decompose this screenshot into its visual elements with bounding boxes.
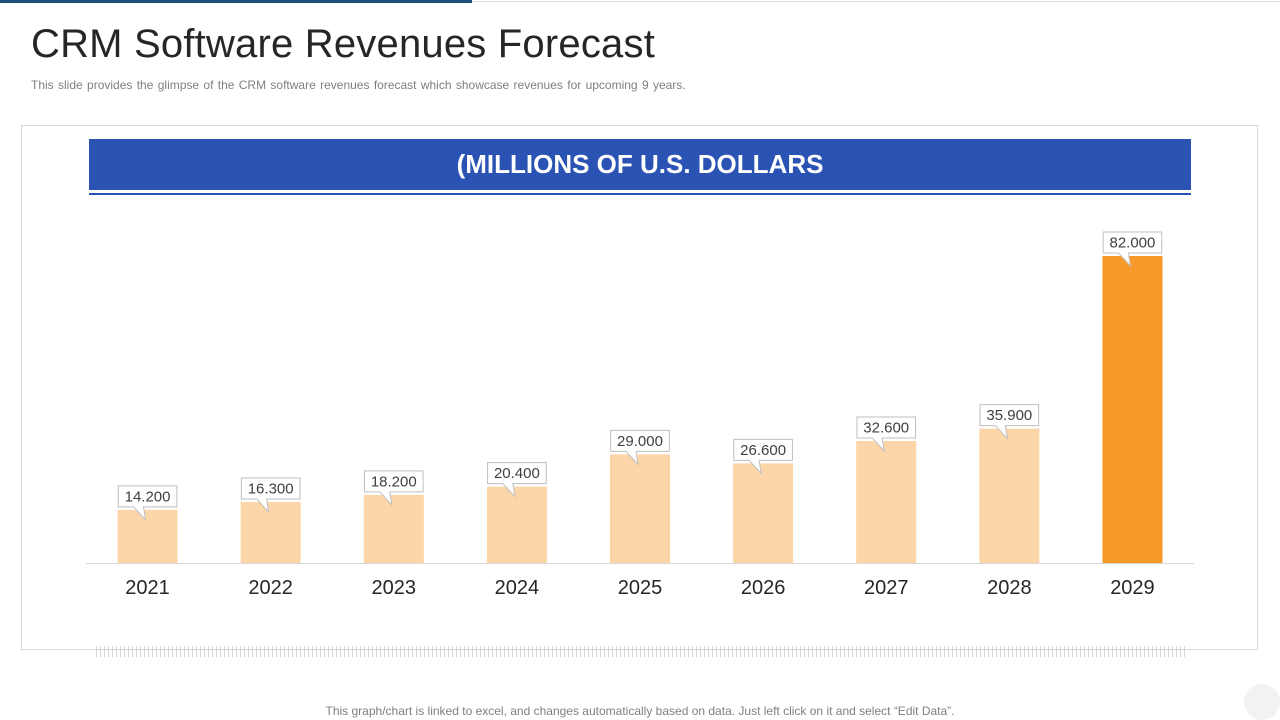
data-label-2025: 29.000 xyxy=(610,429,670,466)
data-label-2023: 18.200 xyxy=(363,470,424,507)
x-tick-2022: 2022 xyxy=(248,577,293,599)
bar-2026[interactable] xyxy=(733,463,794,563)
data-label-2029: 82.000 xyxy=(1102,231,1163,268)
data-label-2027: 32.600 xyxy=(856,416,917,453)
data-label-2026: 26.600 xyxy=(733,438,793,475)
x-tick-2023: 2023 xyxy=(372,577,417,599)
svg-text:35.900: 35.900 xyxy=(986,407,1032,424)
svg-text:14.200: 14.200 xyxy=(125,488,171,505)
bar-2024[interactable] xyxy=(486,486,547,563)
x-tick-2027: 2027 xyxy=(864,577,909,599)
bar-2027[interactable] xyxy=(856,440,917,563)
data-label-2021: 14.200 xyxy=(117,485,178,522)
page-subtitle: This slide provides the glimpse of the C… xyxy=(31,78,686,92)
chart-title: (MILLIONS OF U.S. DOLLARS xyxy=(456,149,824,179)
data-label-2028: 35.900 xyxy=(979,404,1040,441)
svg-text:16.300: 16.300 xyxy=(248,480,294,497)
svg-text:29.000: 29.000 xyxy=(617,433,663,450)
bar-2025[interactable] xyxy=(610,454,670,563)
corner-decoration xyxy=(1244,684,1280,720)
x-tick-2026: 2026 xyxy=(741,577,786,599)
x-tick-2025: 2025 xyxy=(618,577,663,599)
data-label-2022: 16.300 xyxy=(240,477,301,514)
top-accent-bar xyxy=(0,0,472,3)
chart-bottom-hatch xyxy=(96,646,1186,657)
x-tick-2021: 2021 xyxy=(125,577,170,599)
chart-unit-underline xyxy=(89,193,1191,195)
footnote: This graph/chart is linked to excel, and… xyxy=(325,704,955,718)
svg-text:26.600: 26.600 xyxy=(740,442,786,459)
bar-2029[interactable] xyxy=(1102,256,1163,563)
x-tick-2029: 2029 xyxy=(1110,577,1155,599)
bar-2023[interactable] xyxy=(363,494,424,563)
top-divider xyxy=(472,1,1280,2)
chart-unit-banner: (MILLIONS OF U.S. DOLLARS xyxy=(89,139,1191,190)
bar-2022[interactable] xyxy=(240,501,301,563)
x-tick-2024: 2024 xyxy=(495,577,540,599)
svg-text:32.600: 32.600 xyxy=(863,419,909,436)
svg-text:20.400: 20.400 xyxy=(494,465,540,482)
svg-text:82.000: 82.000 xyxy=(1109,235,1155,252)
svg-text:18.200: 18.200 xyxy=(371,473,417,490)
bar-2028[interactable] xyxy=(979,428,1040,563)
bar-2021[interactable] xyxy=(117,509,178,563)
x-tick-2028: 2028 xyxy=(987,577,1032,599)
page-title: CRM Software Revenues Forecast xyxy=(31,22,656,66)
data-label-2024: 20.400 xyxy=(487,462,547,499)
